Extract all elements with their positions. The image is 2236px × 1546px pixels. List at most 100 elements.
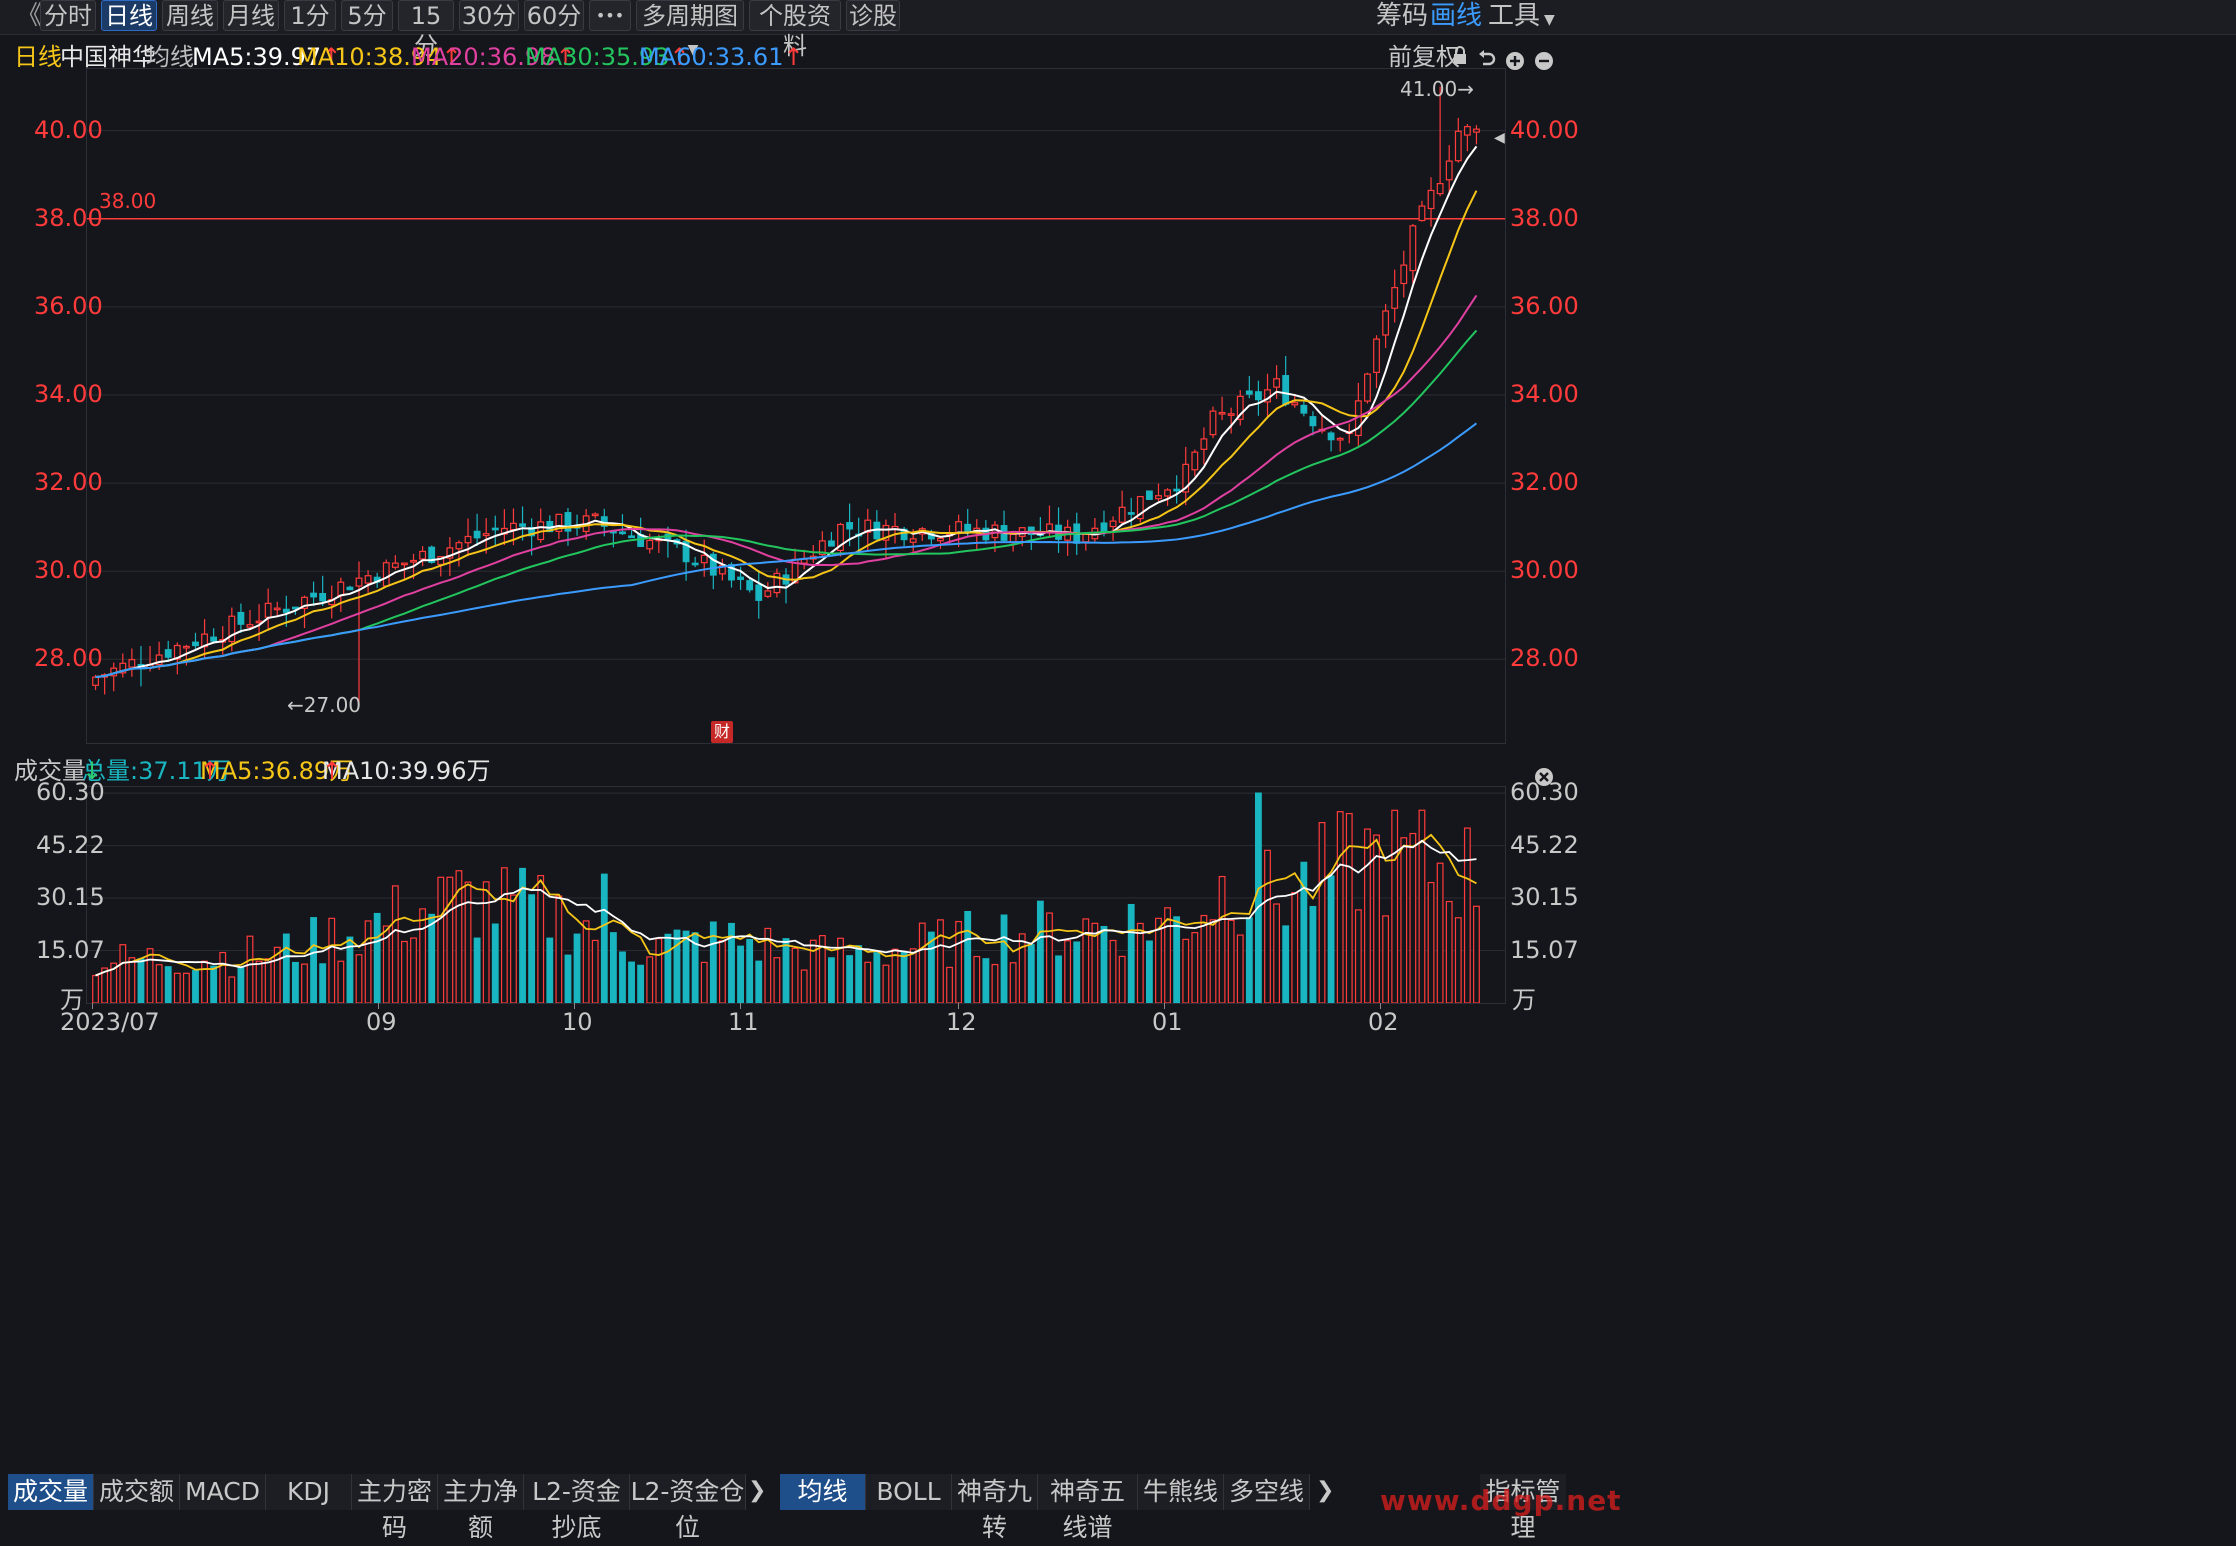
volume-bar[interactable] (646, 956, 654, 1003)
indicator-name[interactable]: 均线 (146, 43, 194, 71)
candle-body[interactable] (92, 676, 99, 686)
candle-body[interactable] (1364, 373, 1371, 402)
volume-bar[interactable] (1454, 917, 1462, 1003)
candle-body[interactable] (1136, 495, 1144, 520)
volume-bar[interactable] (664, 933, 672, 1003)
candle-body[interactable] (182, 645, 190, 649)
volume-bar[interactable] (582, 920, 590, 1003)
period-tab-daily[interactable]: 日线 (101, 0, 157, 31)
candle-body[interactable] (846, 522, 854, 530)
volume-bar[interactable] (746, 938, 754, 1003)
candle-body[interactable] (301, 596, 308, 610)
volume-bar[interactable] (92, 974, 99, 1003)
volume-bar[interactable] (846, 955, 854, 1003)
volume-bar[interactable] (673, 929, 681, 1003)
volume-bar[interactable] (764, 927, 772, 1003)
candle-body[interactable] (591, 513, 599, 517)
volume-bar[interactable] (1218, 875, 1226, 1003)
candle-body[interactable] (682, 540, 690, 563)
overlay-tab[interactable]: 牛熊线 (1138, 1474, 1224, 1510)
volume-bar[interactable] (1091, 922, 1099, 1003)
candle-body[interactable] (619, 531, 626, 535)
candle-body[interactable] (473, 530, 481, 539)
candle-body[interactable] (510, 522, 517, 531)
indicator-tab[interactable]: L2-资金抄底 (524, 1474, 630, 1542)
candle-body[interactable] (428, 546, 436, 563)
period-tab-15min[interactable]: 15分 (398, 0, 454, 60)
volume-bar[interactable] (464, 881, 472, 1003)
volume-bar[interactable] (482, 881, 490, 1003)
volume-bar[interactable] (619, 951, 626, 1003)
candle-body[interactable] (446, 547, 454, 559)
volume-bar[interactable] (637, 964, 645, 1003)
candle-body[interactable] (628, 535, 635, 539)
candle-body[interactable] (455, 542, 463, 550)
candle-body[interactable] (882, 524, 890, 541)
candle-body[interactable] (828, 540, 835, 547)
volume-bar[interactable] (319, 963, 327, 1003)
candle-body[interactable] (1200, 438, 1208, 450)
volume-bar[interactable] (728, 922, 735, 1003)
volume-bar[interactable] (228, 976, 236, 1003)
volume-bar[interactable] (1273, 903, 1281, 1003)
volume-bar[interactable] (655, 938, 663, 1003)
volume-bar[interactable] (882, 964, 890, 1003)
candle-body[interactable] (173, 644, 181, 660)
volume-bar[interactable] (182, 972, 190, 1003)
candle-body[interactable] (1463, 126, 1471, 136)
volume-bar[interactable] (782, 938, 790, 1003)
volume-bar[interactable] (1118, 955, 1126, 1003)
indicator-tab[interactable]: 成交额 (94, 1474, 180, 1510)
volume-bar[interactable] (264, 958, 272, 1003)
volume-bar[interactable] (1046, 912, 1053, 1003)
volume-bar[interactable] (246, 935, 254, 1003)
candle-body[interactable] (228, 615, 236, 643)
volume-bar[interactable] (682, 930, 690, 1003)
candle-body[interactable] (464, 535, 472, 544)
volume-bar[interactable] (519, 867, 526, 1003)
volume-bar[interactable] (718, 940, 726, 1003)
volume-bar[interactable] (1291, 892, 1299, 1003)
volume-bar[interactable] (1473, 905, 1480, 1003)
overlay-tab[interactable]: 多空线 (1224, 1474, 1310, 1510)
volume-bar[interactable] (982, 958, 990, 1003)
candle-body[interactable] (1191, 451, 1199, 471)
overlay-tab[interactable]: 神奇九转 (952, 1474, 1038, 1542)
volume-bar[interactable] (946, 966, 953, 1003)
overlay-tab[interactable]: 神奇五线谱 (1038, 1474, 1138, 1542)
volume-bar[interactable] (1309, 905, 1317, 1003)
volume-bar[interactable] (1064, 940, 1072, 1003)
candle-body[interactable] (746, 580, 754, 591)
chevron-right-icon[interactable]: ❯ (748, 1478, 767, 1503)
volume-bar-chart[interactable] (87, 787, 1505, 1003)
candle-body[interactable] (1436, 183, 1444, 195)
volume-bar[interactable] (1155, 917, 1162, 1003)
volume-bar[interactable] (128, 957, 136, 1003)
volume-bar[interactable] (1191, 932, 1199, 1003)
volume-bar[interactable] (1282, 925, 1290, 1003)
volume-bar[interactable] (1100, 925, 1108, 1003)
volume-bar[interactable] (219, 951, 227, 1003)
candle-body[interactable] (401, 562, 408, 566)
candle-body[interactable] (346, 586, 354, 591)
volume-bar[interactable] (1400, 837, 1408, 1003)
volume-bar[interactable] (1418, 809, 1426, 1003)
candle-body[interactable] (519, 523, 526, 527)
candle-body[interactable] (818, 540, 826, 556)
chevron-right-icon[interactable]: ❯ (1316, 1478, 1335, 1503)
volume-bar[interactable] (909, 948, 917, 1003)
volume-bar[interactable] (864, 961, 872, 1003)
candle-body[interactable] (1391, 286, 1399, 309)
candle-body[interactable] (482, 533, 490, 537)
chips-button[interactable]: 筹码 (1376, 1, 1429, 31)
candle-body[interactable] (1118, 506, 1126, 523)
volume-bar[interactable] (1354, 909, 1362, 1003)
multi-period-dropdown[interactable]: 多周期图 ▼ (636, 0, 744, 58)
volume-bar[interactable] (1364, 828, 1371, 1003)
undo-icon[interactable] (1478, 42, 1496, 80)
indicator-tab[interactable]: 成交量 (8, 1474, 94, 1510)
volume-bar[interactable] (1227, 919, 1235, 1003)
candle-body[interactable] (564, 512, 572, 532)
volume-bar[interactable] (737, 945, 744, 1003)
candle-body[interactable] (1445, 160, 1453, 181)
